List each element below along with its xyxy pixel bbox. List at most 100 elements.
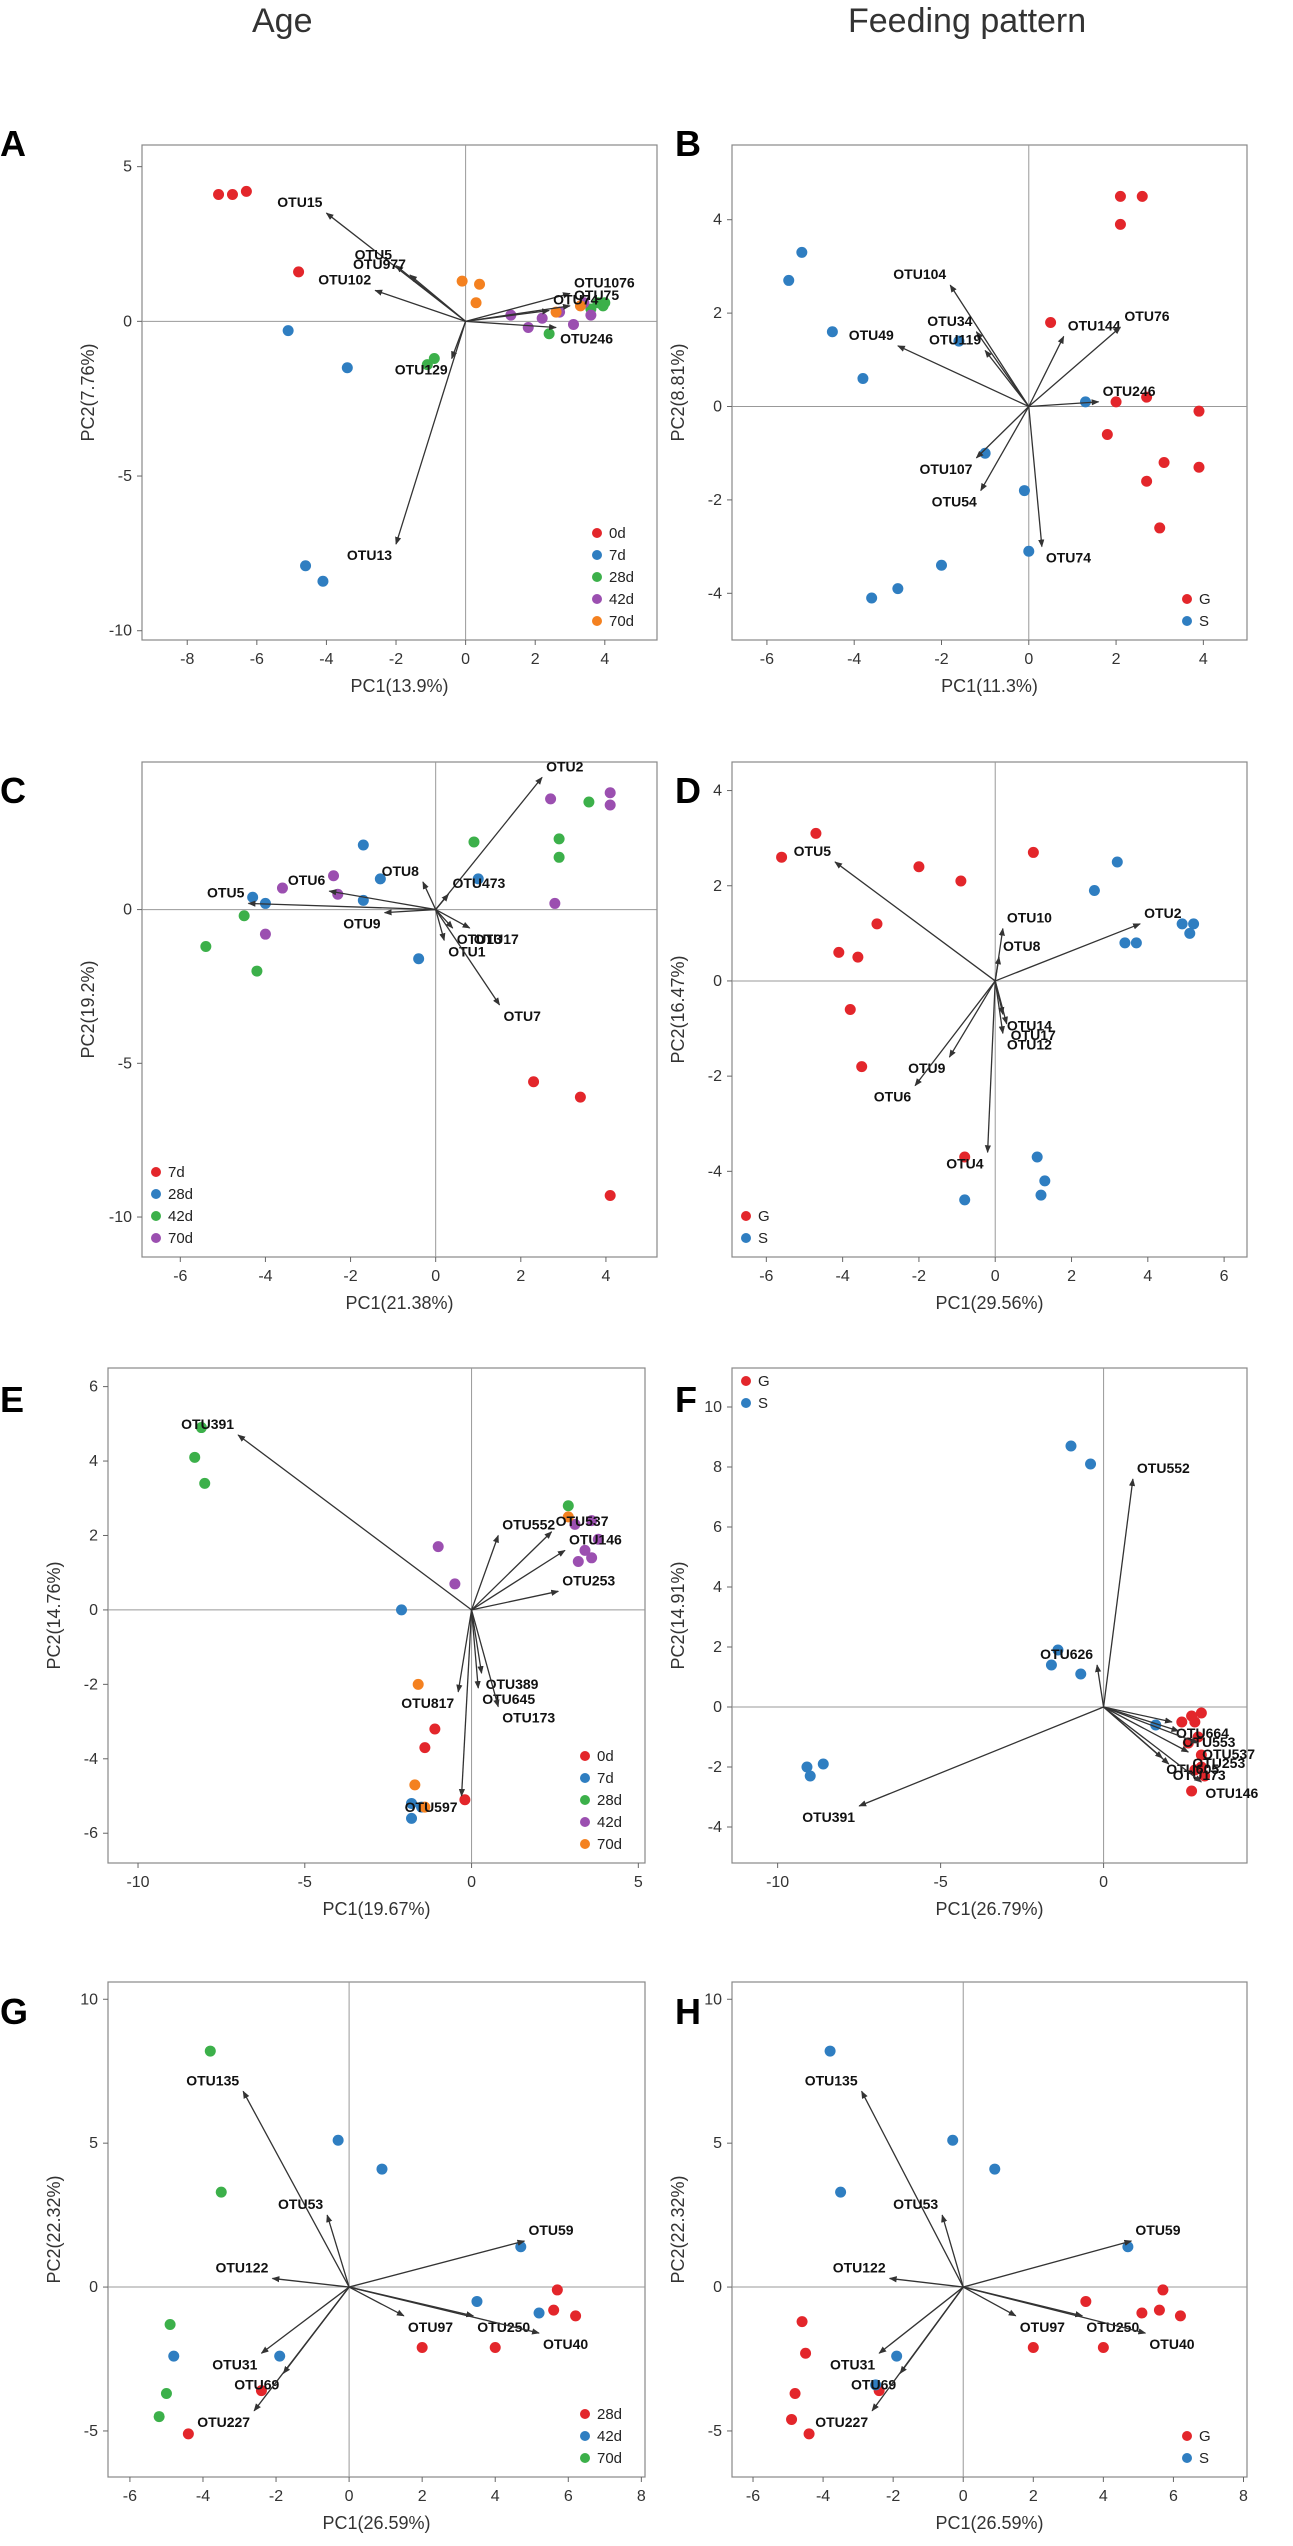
data-point-g (1141, 391, 1153, 403)
y-tick-label: -4 (708, 1163, 722, 1180)
loading-vector (858, 1706, 1104, 1807)
vector-label: OTU59 (1135, 2222, 1180, 2238)
vector-label: OTU40 (543, 2336, 588, 2352)
x-tick-label: 4 (600, 651, 609, 668)
loading-vector (348, 2286, 405, 2317)
y-axis-label: PC2(22.32%) (44, 2175, 64, 2283)
data-point-s (1088, 885, 1100, 897)
y-tick-label: 6 (713, 1519, 722, 1536)
vector-label: OTU250 (477, 2319, 530, 2335)
legend-label: 42d (597, 2428, 622, 2445)
x-tick-label: -4 (816, 2488, 830, 2505)
data-point-s (1023, 545, 1035, 557)
data-point-70d (328, 870, 340, 882)
legend-label: 70d (168, 1230, 193, 1247)
data-point-s (1111, 856, 1123, 868)
loading-vector (409, 274, 467, 322)
legend-marker-70d (580, 1839, 590, 1849)
x-tick-label: -4 (847, 651, 861, 668)
loading-vector (963, 2239, 1133, 2288)
data-point-70d (456, 275, 468, 287)
data-point-70d (604, 787, 616, 799)
vector-label: OTU69 (234, 2376, 279, 2392)
data-point-g (913, 861, 925, 873)
data-point-g (1027, 846, 1039, 858)
vector-label: OTU7 (504, 1008, 542, 1024)
data-point-70d (549, 897, 561, 909)
data-point-g (1174, 2310, 1186, 2322)
plot-frame (731, 1367, 1248, 1864)
data-point-7d (574, 1091, 586, 1103)
vector-label: OTU13 (457, 931, 502, 947)
panel-c: C -6 -4 -2 0 2 4 -10 -5 0 PC1(21.38%) PC2(19.2%) OTU… (0, 758, 658, 1313)
data-point-g (803, 2428, 815, 2440)
data-point-28d (195, 1422, 207, 1434)
data-point-28d (182, 2428, 194, 2440)
data-point-g (1195, 1761, 1207, 1773)
data-point-s (783, 274, 795, 286)
panel-label: B (675, 123, 701, 164)
legend-marker-42d (580, 1817, 590, 1827)
data-point-s (1045, 1659, 1057, 1671)
legend-marker-42d (151, 1211, 161, 1221)
legend-marker-s (741, 1233, 751, 1243)
legend-label: 28d (609, 569, 634, 586)
panel-d: D -6 -4 -2 0 2 4 6 -4 -2 0 2 4 PC1(29.56%) PC2(16.47%)… (668, 761, 1248, 1313)
data-point-g (810, 827, 822, 839)
legend-label: 70d (597, 1836, 622, 1853)
vector-label: OTU119 (929, 331, 981, 347)
data-point-s (1130, 937, 1142, 949)
data-point-70d (259, 928, 271, 940)
data-point-g (856, 1061, 868, 1073)
x-tick-label: 2 (1029, 2488, 1038, 2505)
vector-label: OTU552 (1137, 1460, 1190, 1476)
data-point-70d (409, 1779, 421, 1791)
data-point-28d (548, 2304, 560, 2316)
y-tick-label: 0 (713, 1699, 722, 1716)
data-point-70d (474, 278, 486, 290)
data-point-0d (226, 189, 238, 200)
loading-vector (897, 345, 1030, 408)
data-point-g (1101, 429, 1113, 441)
loading-vector (1103, 1706, 1202, 1783)
data-point-42d (471, 2295, 483, 2307)
legend-label: G (758, 1373, 770, 1390)
loading-vector (253, 2286, 350, 2412)
loading-vector (383, 908, 436, 916)
data-point-s (1035, 1189, 1047, 1201)
vector-label: OTU246 (1103, 383, 1156, 399)
data-point-s (959, 1194, 971, 1206)
data-point-42d (553, 851, 565, 863)
panel-label: E (0, 1379, 24, 1420)
legend-marker-28d (580, 2409, 590, 2419)
vector-label: OTU74 (1046, 550, 1091, 566)
vector-label: OTU246 (560, 331, 613, 347)
panel-e: E -10 -5 0 5 -6 -4 -2 0 2 4 6 PC1(19.67%) PC2(14.76%)… (0, 1367, 646, 1919)
data-point-s (835, 2186, 847, 2198)
y-axis-label: PC2(7.76%) (78, 343, 98, 441)
data-point-g (1193, 405, 1205, 417)
data-point-28d (357, 839, 369, 851)
data-point-s (817, 1758, 829, 1770)
legend-label: 42d (168, 1208, 193, 1225)
y-tick-label: 2 (89, 1527, 98, 1544)
y-tick-label: 0 (713, 399, 722, 416)
data-point-s (1075, 1668, 1087, 1680)
vector-label: OTU537 (1202, 1746, 1255, 1762)
data-point-28d (189, 1451, 201, 1463)
data-point-g (1193, 461, 1205, 473)
vector-label: OTU144 (1068, 317, 1121, 333)
x-axis-label: PC1(26.79%) (935, 1899, 1043, 1919)
legend-marker-s (1182, 2453, 1192, 2463)
legend-marker-70d (592, 616, 602, 626)
y-tick-label: 5 (89, 2135, 98, 2152)
legend-marker-28d (592, 572, 602, 582)
loading-vector (1103, 1706, 1173, 1724)
data-point-28d (570, 2310, 582, 2322)
x-tick-label: 8 (637, 2488, 646, 2505)
data-point-0d (419, 1742, 431, 1754)
data-point-28d (551, 2284, 563, 2296)
loading-vector (348, 2239, 526, 2288)
panel-b: B -6 -4 -2 0 2 4 -4 -2 0 2 4 PC1(11.3%) PC2(8.81%) OTU… (668, 123, 1248, 696)
data-point-s (1065, 1440, 1077, 1452)
